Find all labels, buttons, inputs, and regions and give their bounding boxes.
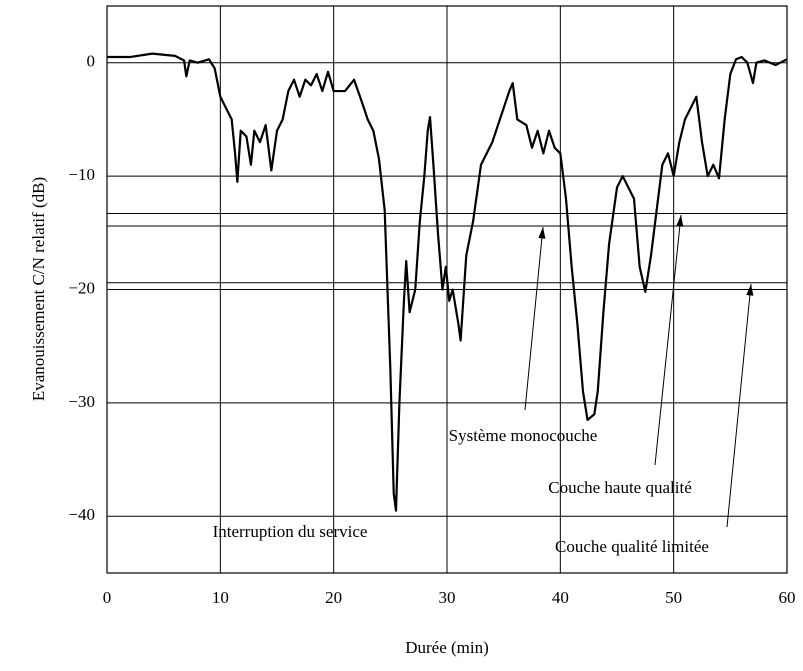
annotation: Interruption du service: [213, 522, 368, 541]
y-tick-label: 0: [87, 52, 96, 71]
annotation-arrow: [726, 283, 752, 528]
x-tick-label: 0: [103, 588, 112, 607]
y-tick-label: −40: [68, 505, 95, 524]
x-tick-label: 20: [325, 588, 342, 607]
x-tick-label: 60: [779, 588, 796, 607]
annotation-arrow: [654, 214, 682, 466]
annotation: Couche haute qualité: [548, 478, 692, 497]
annotation-arrow: [524, 226, 544, 411]
arrow-head: [746, 284, 754, 296]
y-tick-label: −10: [68, 165, 95, 184]
x-tick-label: 30: [439, 588, 456, 607]
plot-frame: [106, 5, 788, 574]
x-axis-label: Durée (min): [405, 638, 489, 657]
x-tick-label: 10: [212, 588, 229, 607]
x-tick-label: 40: [552, 588, 569, 607]
arrow-head: [538, 227, 546, 239]
annotation: Couche qualité limitée: [555, 537, 709, 556]
annotation: Système monocouche: [449, 426, 598, 445]
y-axis-label: Evanouissement C/N relatif (dB): [29, 177, 48, 401]
arrow-head: [676, 215, 684, 227]
x-tick-label: 50: [665, 588, 682, 607]
y-tick-label: −30: [68, 392, 95, 411]
y-tick-label: −20: [68, 278, 95, 297]
data-line: [107, 52, 788, 512]
